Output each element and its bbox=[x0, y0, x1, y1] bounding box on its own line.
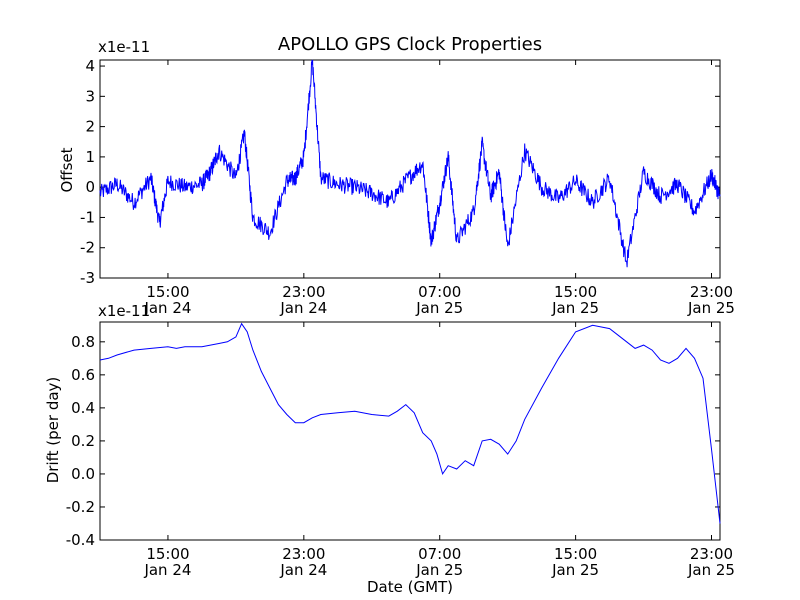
drift-y-tick-label: 0.8 bbox=[71, 333, 95, 351]
drift-x-tick-time: 23:00 bbox=[282, 545, 325, 563]
drift-x-tick-date: Jan 25 bbox=[687, 561, 735, 579]
drift-x-tick-date: Jan 25 bbox=[415, 561, 463, 579]
drift-x-tick-time: 23:00 bbox=[690, 545, 733, 563]
offset-y-axis-label: Offset bbox=[58, 147, 76, 192]
offset-y-tick-label: 3 bbox=[85, 87, 95, 105]
drift-series-line bbox=[99, 322, 721, 524]
offset-series-line bbox=[99, 59, 721, 268]
offset-x-tick-date: Jan 24 bbox=[143, 299, 191, 317]
offset-x-tick-time: 23:00 bbox=[282, 283, 325, 301]
drift-y-tick-label: -0.2 bbox=[66, 498, 95, 516]
drift-x-tick-time: 07:00 bbox=[418, 545, 461, 563]
offset-y-tick-label: 1 bbox=[85, 148, 95, 166]
drift-y-tick-label: 0.2 bbox=[71, 432, 95, 450]
offset-y-tick-label: -3 bbox=[80, 269, 95, 287]
offset-x-tick-time: 07:00 bbox=[418, 283, 461, 301]
offset-x-tick-date: Jan 24 bbox=[279, 299, 327, 317]
drift-x-tick-date: Jan 24 bbox=[143, 561, 191, 579]
drift-multiplier: x1e-11 bbox=[98, 302, 150, 320]
chart-title: APOLLO GPS Clock Properties bbox=[278, 34, 542, 55]
offset-x-tick-time: 15:00 bbox=[146, 283, 189, 301]
offset-y-tick-label: 0 bbox=[85, 178, 95, 196]
drift-y-tick-label: 0.6 bbox=[71, 366, 95, 384]
drift-y-tick-label: -0.4 bbox=[66, 531, 95, 549]
drift-x-axis-label: Date (GMT) bbox=[367, 578, 453, 596]
offset-y-tick-label: -2 bbox=[80, 239, 95, 257]
drift-plot-frame bbox=[99, 321, 721, 541]
offset-y-tick-label: -1 bbox=[80, 208, 95, 226]
drift-y-tick-label: 0.0 bbox=[71, 465, 95, 483]
drift-x-tick-date: Jan 25 bbox=[551, 561, 599, 579]
offset-multiplier: x1e-11 bbox=[98, 38, 150, 56]
drift-x-tick-time: 15:00 bbox=[554, 545, 597, 563]
drift-y-axis-label: Drift (per day) bbox=[44, 377, 62, 484]
offset-x-tick-date: Jan 25 bbox=[687, 299, 735, 317]
drift-y-tick-label: 0.4 bbox=[71, 399, 95, 417]
drift-panel: x1e-11 Drift (per day) Date (GMT) -0.4 -0… bbox=[44, 302, 735, 596]
offset-x-tick-time: 15:00 bbox=[554, 283, 597, 301]
drift-x-tick-time: 15:00 bbox=[146, 545, 189, 563]
drift-x-tick-date: Jan 24 bbox=[279, 561, 327, 579]
offset-x-tick-date: Jan 25 bbox=[415, 299, 463, 317]
offset-x-tick-date: Jan 25 bbox=[551, 299, 599, 317]
offset-plot-frame bbox=[99, 59, 721, 279]
offset-y-tick-label: 2 bbox=[85, 118, 95, 136]
offset-x-tick-time: 23:00 bbox=[690, 283, 733, 301]
offset-y-tick-label: 4 bbox=[85, 57, 95, 75]
